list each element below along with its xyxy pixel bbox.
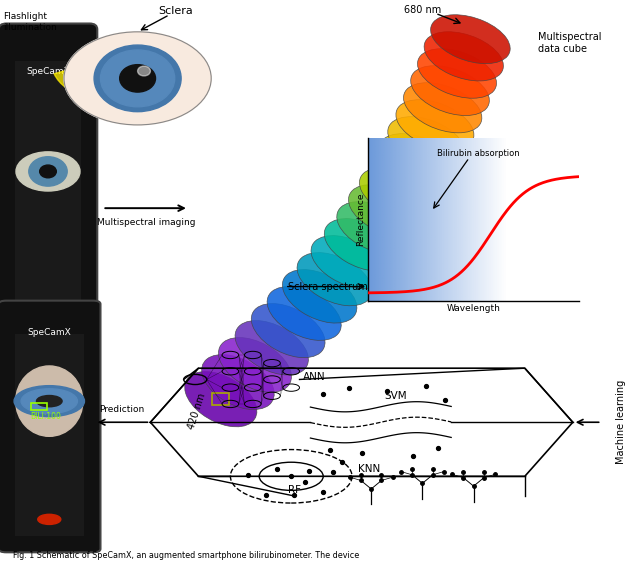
Ellipse shape (324, 218, 400, 271)
Text: SVM: SVM (384, 391, 406, 400)
Circle shape (38, 515, 61, 525)
FancyBboxPatch shape (0, 24, 97, 408)
Text: ANN: ANN (303, 372, 325, 382)
Ellipse shape (388, 117, 465, 167)
Ellipse shape (424, 32, 504, 81)
Text: Bilirubin absorption: Bilirubin absorption (436, 149, 519, 158)
Ellipse shape (64, 32, 211, 125)
Circle shape (14, 386, 84, 417)
Ellipse shape (16, 152, 80, 191)
Ellipse shape (311, 236, 387, 288)
Ellipse shape (337, 202, 413, 254)
Ellipse shape (349, 185, 425, 236)
Y-axis label: Reflectance: Reflectance (356, 193, 365, 247)
FancyBboxPatch shape (15, 61, 81, 379)
Text: Multispectral imaging: Multispectral imaging (97, 218, 195, 227)
Ellipse shape (403, 83, 482, 133)
Circle shape (21, 388, 77, 413)
Circle shape (29, 157, 67, 186)
Text: RF: RF (288, 485, 301, 495)
Ellipse shape (282, 270, 357, 323)
Ellipse shape (379, 133, 456, 185)
Text: 680 nm: 680 nm (404, 5, 441, 15)
Text: Sclera: Sclera (159, 6, 193, 16)
Text: KNN: KNN (358, 464, 381, 474)
Ellipse shape (360, 168, 436, 219)
Text: SpeCamX: SpeCamX (26, 66, 70, 75)
Circle shape (100, 50, 175, 107)
Ellipse shape (267, 287, 341, 341)
Circle shape (94, 45, 181, 111)
Ellipse shape (411, 66, 490, 115)
Ellipse shape (431, 15, 510, 64)
Wedge shape (54, 61, 130, 98)
Ellipse shape (396, 100, 474, 150)
Circle shape (36, 395, 62, 406)
Text: Sclera spectrum: Sclera spectrum (288, 282, 368, 292)
Text: Multispectral
data cube: Multispectral data cube (538, 32, 601, 54)
Ellipse shape (64, 32, 211, 125)
Ellipse shape (202, 355, 274, 409)
Circle shape (40, 165, 56, 178)
Ellipse shape (417, 49, 497, 98)
Text: 420 nm: 420 nm (186, 392, 207, 431)
Text: BILI:100: BILI:100 (31, 412, 61, 421)
Circle shape (120, 65, 156, 92)
Ellipse shape (235, 320, 308, 375)
Text: Flashlight
illumination: Flashlight illumination (3, 12, 57, 32)
Ellipse shape (15, 366, 83, 436)
Circle shape (36, 355, 60, 372)
Ellipse shape (185, 372, 257, 427)
X-axis label: Wavelength: Wavelength (447, 304, 500, 313)
Text: Prediction: Prediction (99, 405, 144, 414)
Ellipse shape (369, 151, 447, 202)
Ellipse shape (252, 303, 325, 358)
FancyBboxPatch shape (0, 301, 100, 552)
Circle shape (138, 66, 150, 76)
Ellipse shape (297, 253, 372, 306)
Ellipse shape (218, 338, 291, 392)
Text: Google Pixel 4: Google Pixel 4 (16, 413, 80, 422)
Text: Machine learning: Machine learning (616, 380, 626, 464)
Text: Fig. 1 Schematic of SpeCamX, an augmented smartphone bilirubinometer. The device: Fig. 1 Schematic of SpeCamX, an augmente… (13, 551, 359, 560)
Text: SpeCamX: SpeCamX (28, 328, 71, 337)
FancyBboxPatch shape (15, 333, 84, 536)
